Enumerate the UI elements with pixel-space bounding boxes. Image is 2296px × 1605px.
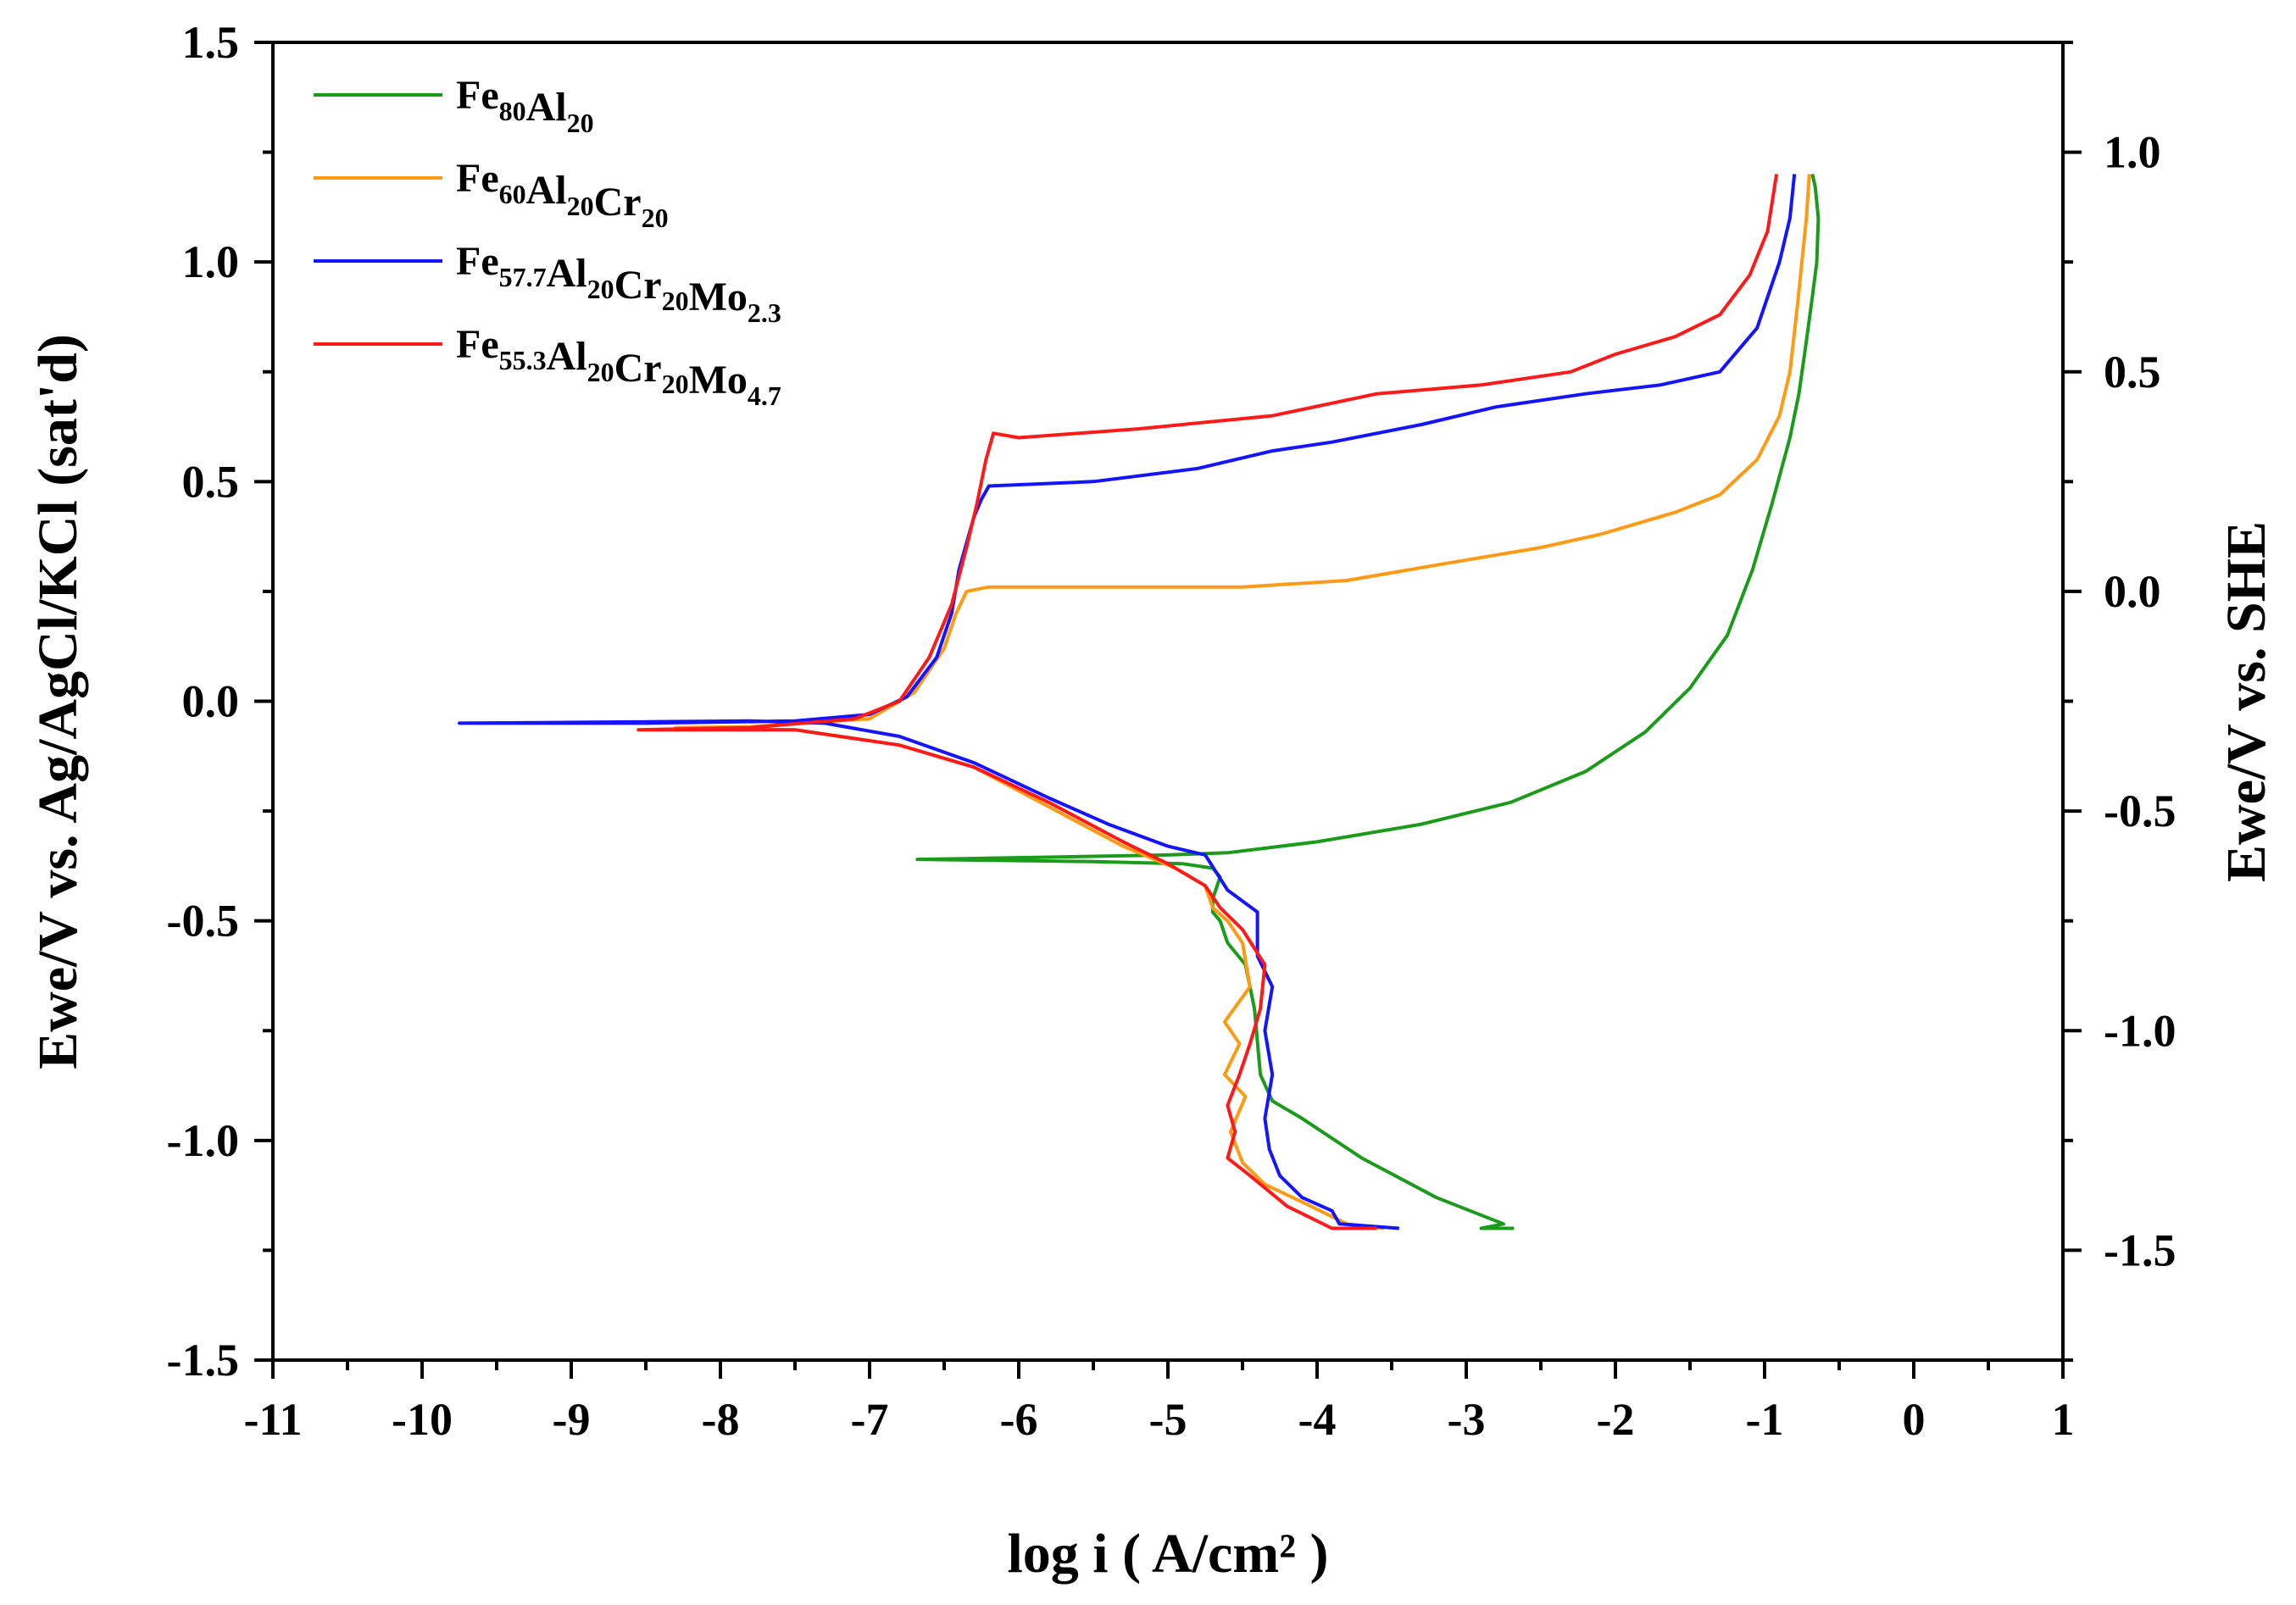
y2-tick-label: 0.0	[2104, 566, 2161, 617]
x-tick-label: 1	[2052, 1394, 2075, 1445]
y2-tick-label: 1.0	[2104, 127, 2161, 178]
series-line-3	[458, 174, 1797, 1230]
data-series	[458, 174, 1821, 1230]
legend-label-4: Fe55.3Al20Cr20Mo4.7	[456, 322, 781, 411]
legend-label-2: Fe60Al20Cr20	[456, 156, 669, 233]
y-tick-label: -1.0	[167, 1115, 239, 1166]
x-tick-label: -8	[702, 1394, 740, 1445]
x-axis-title: log i ( A/cm² )	[1007, 1523, 1328, 1585]
y-axis-left-title: Ewe/V vs. Ag/AgCl/KCl (sat'd)	[27, 334, 89, 1069]
legend-label-3: Fe57.7Al20Cr20Mo2.3	[456, 239, 781, 328]
x-tick-label: -7	[851, 1394, 889, 1445]
x-tick-label: -4	[1298, 1394, 1337, 1445]
y-tick-label: 0.0	[182, 676, 240, 727]
y-axis-right-title: Ewe/V vs. SHE	[2215, 521, 2277, 882]
x-axis-ticks: -11 -10 -9 -8 -7 -6 -5 -4 -3 -2 -1 0 1	[243, 1360, 2075, 1445]
y-tick-label: 1.0	[182, 236, 240, 287]
y-tick-label: -1.5	[167, 1335, 239, 1386]
series-line-4	[637, 174, 1779, 1230]
x-tick-label: -3	[1448, 1394, 1486, 1445]
x-tick-label: -1	[1746, 1394, 1784, 1445]
x-tick-label: -11	[243, 1394, 302, 1445]
y-axis-left-ticks: -1.5 -1.0 -0.5 0.0 0.5 1.0 1.5	[167, 17, 273, 1386]
legend-label-1: Fe80Al20	[456, 73, 594, 138]
y-tick-label: 0.5	[182, 456, 240, 507]
y2-tick-label: -0.5	[2104, 786, 2176, 836]
x-tick-label: -2	[1597, 1394, 1635, 1445]
y-tick-label: -0.5	[167, 896, 239, 947]
x-tick-label: -9	[553, 1394, 591, 1445]
x-tick-label: -5	[1149, 1394, 1187, 1445]
plot-frame	[271, 41, 2065, 1362]
x-tick-label: -10	[392, 1394, 453, 1445]
x-tick-label: 0	[1903, 1394, 1926, 1445]
legend: Fe80Al20 Fe60Al20Cr20Fe57.7Al20Cr20Mo2.3F…	[314, 73, 781, 411]
y-tick-label: 1.5	[182, 17, 240, 68]
x-tick-label: -6	[1000, 1394, 1038, 1445]
y2-tick-label: -1.5	[2104, 1225, 2176, 1275]
y-axis-right-ticks: -1.5 -1.0 -0.5 0.0 0.5 1.0	[2063, 41, 2176, 1362]
y2-tick-label: 0.5	[2104, 347, 2161, 397]
y2-tick-label: -1.0	[2104, 1005, 2176, 1056]
